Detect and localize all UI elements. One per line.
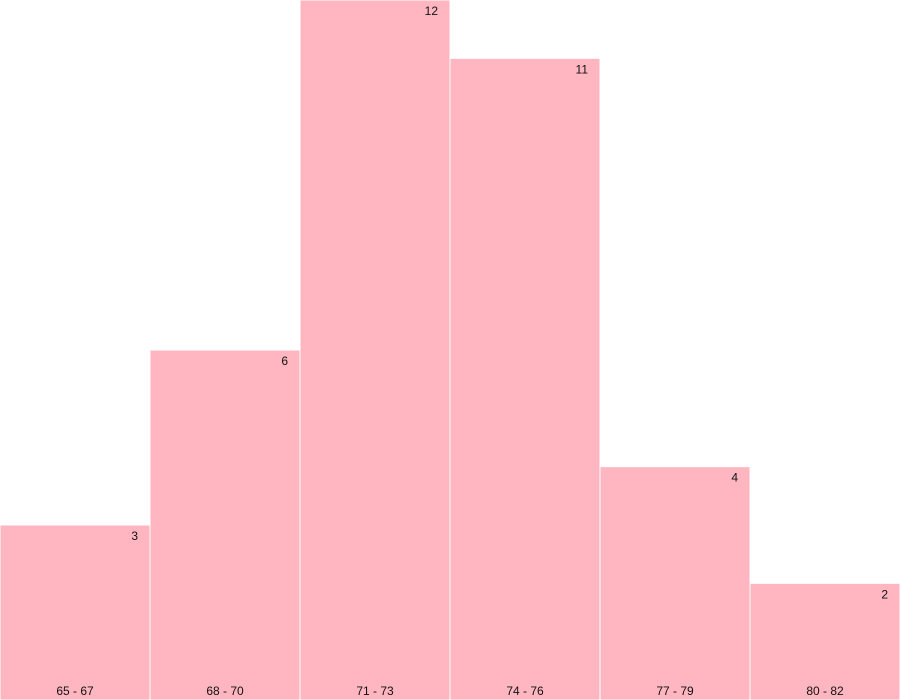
bar-value-label: 6 [281,354,288,368]
bar-value-label: 4 [731,471,738,485]
bar-value-label: 3 [131,529,138,543]
histogram-bar [749,582,900,700]
histogram-bar [449,57,601,700]
bar-value-label: 11 [576,62,589,76]
bar-category-label: 74 - 76 [506,684,544,698]
bar-category-label: 68 - 70 [206,684,244,698]
bar-category-label: 80 - 82 [806,684,844,698]
histogram-bar [299,0,451,700]
histogram-bar [599,466,751,700]
bar-value-label: 12 [425,4,439,18]
labels-layer: 3 65 - 67 6 68 - 70 12 71 - 73 11 74 - 76 4 77 - … [56,4,888,698]
histogram-bar [0,524,151,700]
histogram-bar [149,349,301,700]
bar-category-label: 77 - 79 [656,684,694,698]
bar-category-label: 71 - 73 [356,684,394,698]
bar-value-label: 2 [881,587,888,601]
bar-category-label: 65 - 67 [56,684,94,698]
